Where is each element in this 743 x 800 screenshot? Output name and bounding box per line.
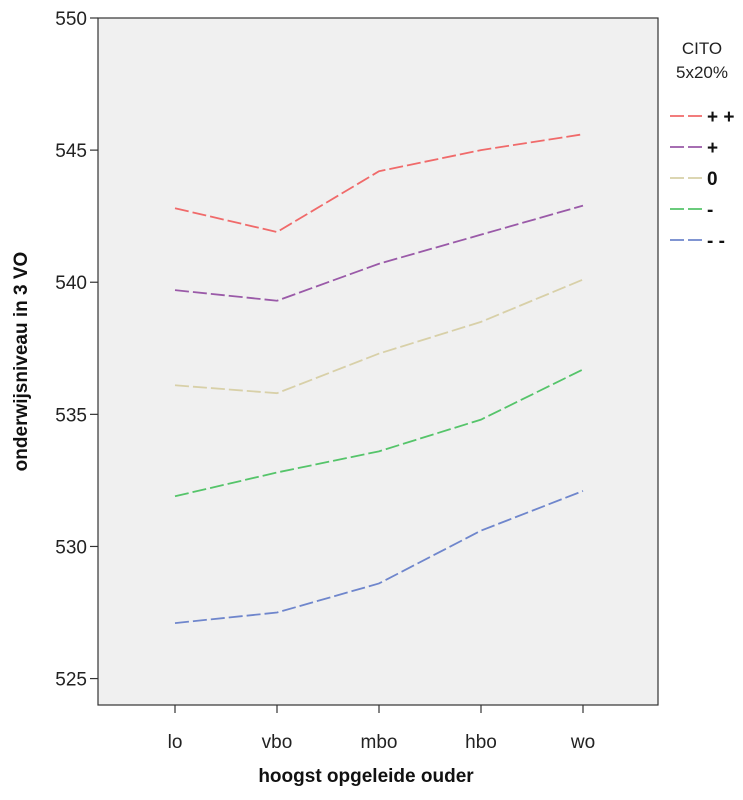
plot-area (97, 17, 659, 706)
legend-label: - (707, 200, 713, 221)
legend: CITO 5x20% + + +0 - - - (670, 39, 734, 252)
legend-label: 0 (707, 169, 718, 190)
x-tick-label: lo (168, 732, 183, 753)
series-line-2 (174, 204, 584, 302)
legend-label: + + (707, 107, 734, 128)
x-axis-title: hoogst opgeleide ouder (258, 766, 474, 787)
y-tick-label: 530 (55, 537, 87, 558)
y-axis-title: onderwijsniveau in 3 VO (11, 252, 32, 472)
legend-label: + (707, 138, 718, 159)
series-line-5 (174, 490, 584, 624)
series-line-3 (174, 278, 584, 395)
y-axis: 525 530 535 540 545 550 (55, 9, 98, 691)
y-tick-label: 545 (55, 141, 87, 162)
x-tick-label: vbo (262, 732, 293, 753)
x-tick-label: wo (570, 732, 595, 753)
legend-title-line2: 5x20% (676, 63, 728, 82)
x-tick-label: hbo (465, 732, 497, 753)
series-lines (174, 133, 584, 624)
legend-label: - - (707, 231, 725, 252)
x-tick-label: mbo (361, 732, 398, 753)
legend-items: + + +0 - - - (670, 107, 734, 252)
series-line-1 (174, 133, 584, 233)
legend-title-line1: CITO (682, 39, 722, 58)
y-tick-label: 525 (55, 670, 87, 691)
x-axis: lo vbo mbo hbo wo (168, 705, 595, 753)
series-line-4 (174, 368, 584, 498)
y-tick-label: 540 (55, 273, 87, 294)
y-tick-label: 550 (55, 9, 87, 30)
y-tick-label: 535 (55, 405, 87, 426)
